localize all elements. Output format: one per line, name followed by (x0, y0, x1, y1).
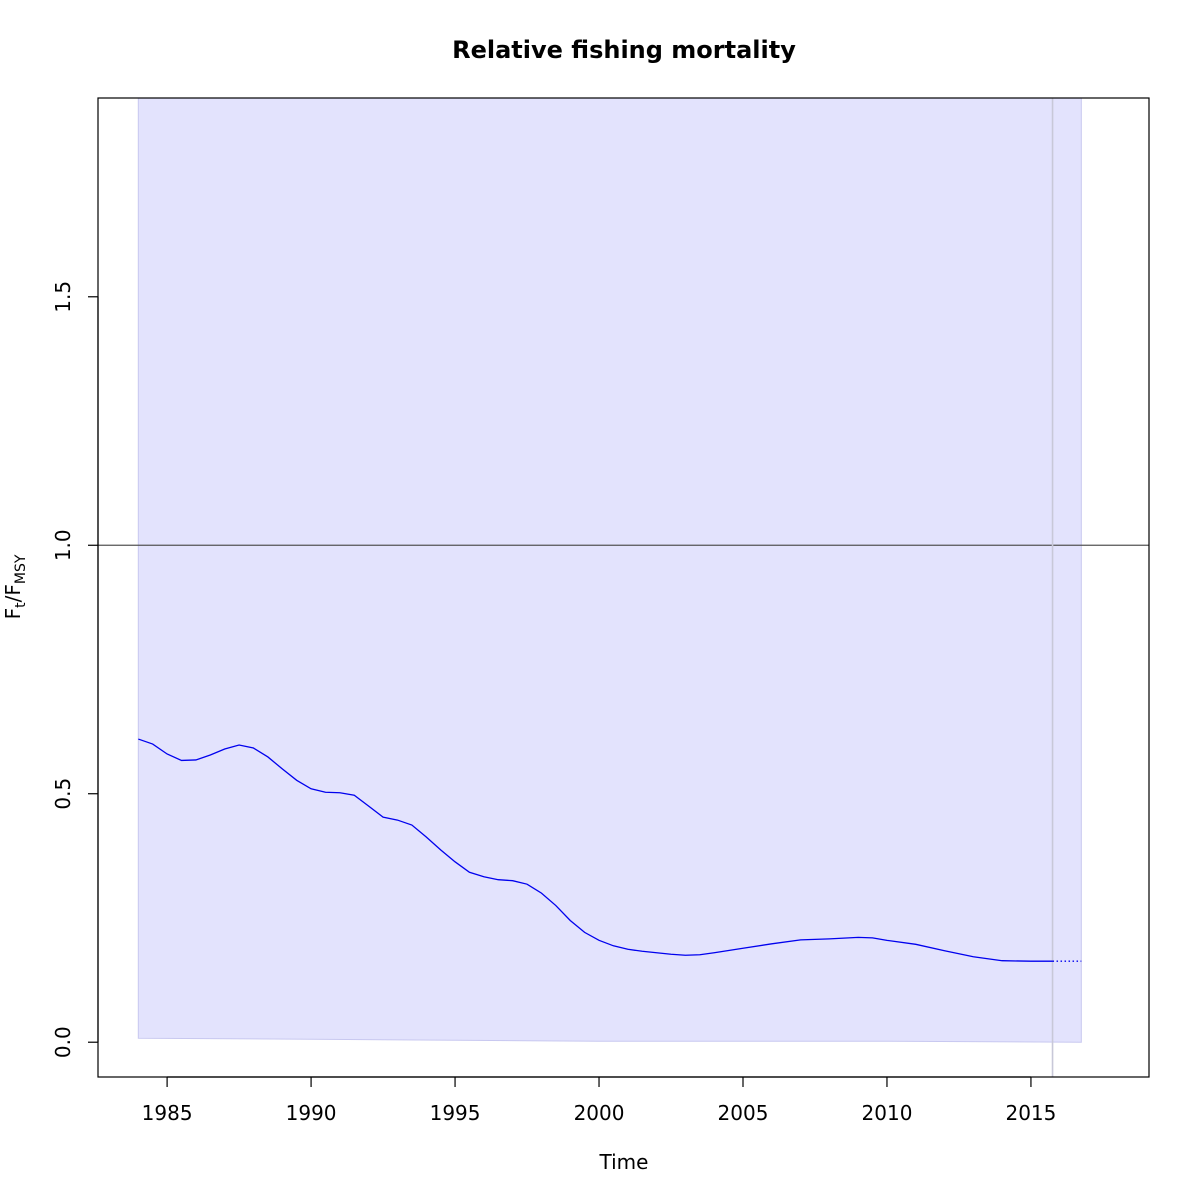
y-tick-label: 0.0 (51, 1026, 75, 1058)
y-axis-label-slash: /F (1, 584, 25, 602)
x-tick-label: 2015 (1005, 1101, 1056, 1125)
chart-title: Relative fishing mortality (452, 36, 796, 64)
x-tick-label: 1995 (430, 1101, 481, 1125)
x-tick-label: 1985 (142, 1101, 193, 1125)
estimate-line (138, 738, 1053, 962)
y-tick-label: 0.5 (51, 778, 75, 810)
y-tick-label: 1.0 (51, 529, 75, 561)
x-tick-label: 2005 (718, 1101, 769, 1125)
x-axis-label: Time (599, 1150, 649, 1174)
y-axis-label-sub-msy: MSY (13, 554, 29, 584)
x-tick-label: 2000 (574, 1101, 625, 1125)
confidence-band (137, 98, 1082, 1043)
y-axis-label-main: F (1, 608, 25, 620)
x-tick-label: 2010 (862, 1101, 913, 1125)
y-axis-label: Ft/FMSY (1, 554, 29, 619)
x-tick-label: 1990 (286, 1101, 337, 1125)
plot-area (98, 98, 1149, 1077)
y-axis: 0.0 0.5 1.0 1.5 (51, 281, 99, 1058)
y-axis-label-sub-t: t (13, 602, 29, 608)
x-axis: 1985 1990 1995 2000 2005 2010 2015 (142, 1076, 1056, 1125)
y-tick-label: 1.5 (51, 281, 75, 313)
